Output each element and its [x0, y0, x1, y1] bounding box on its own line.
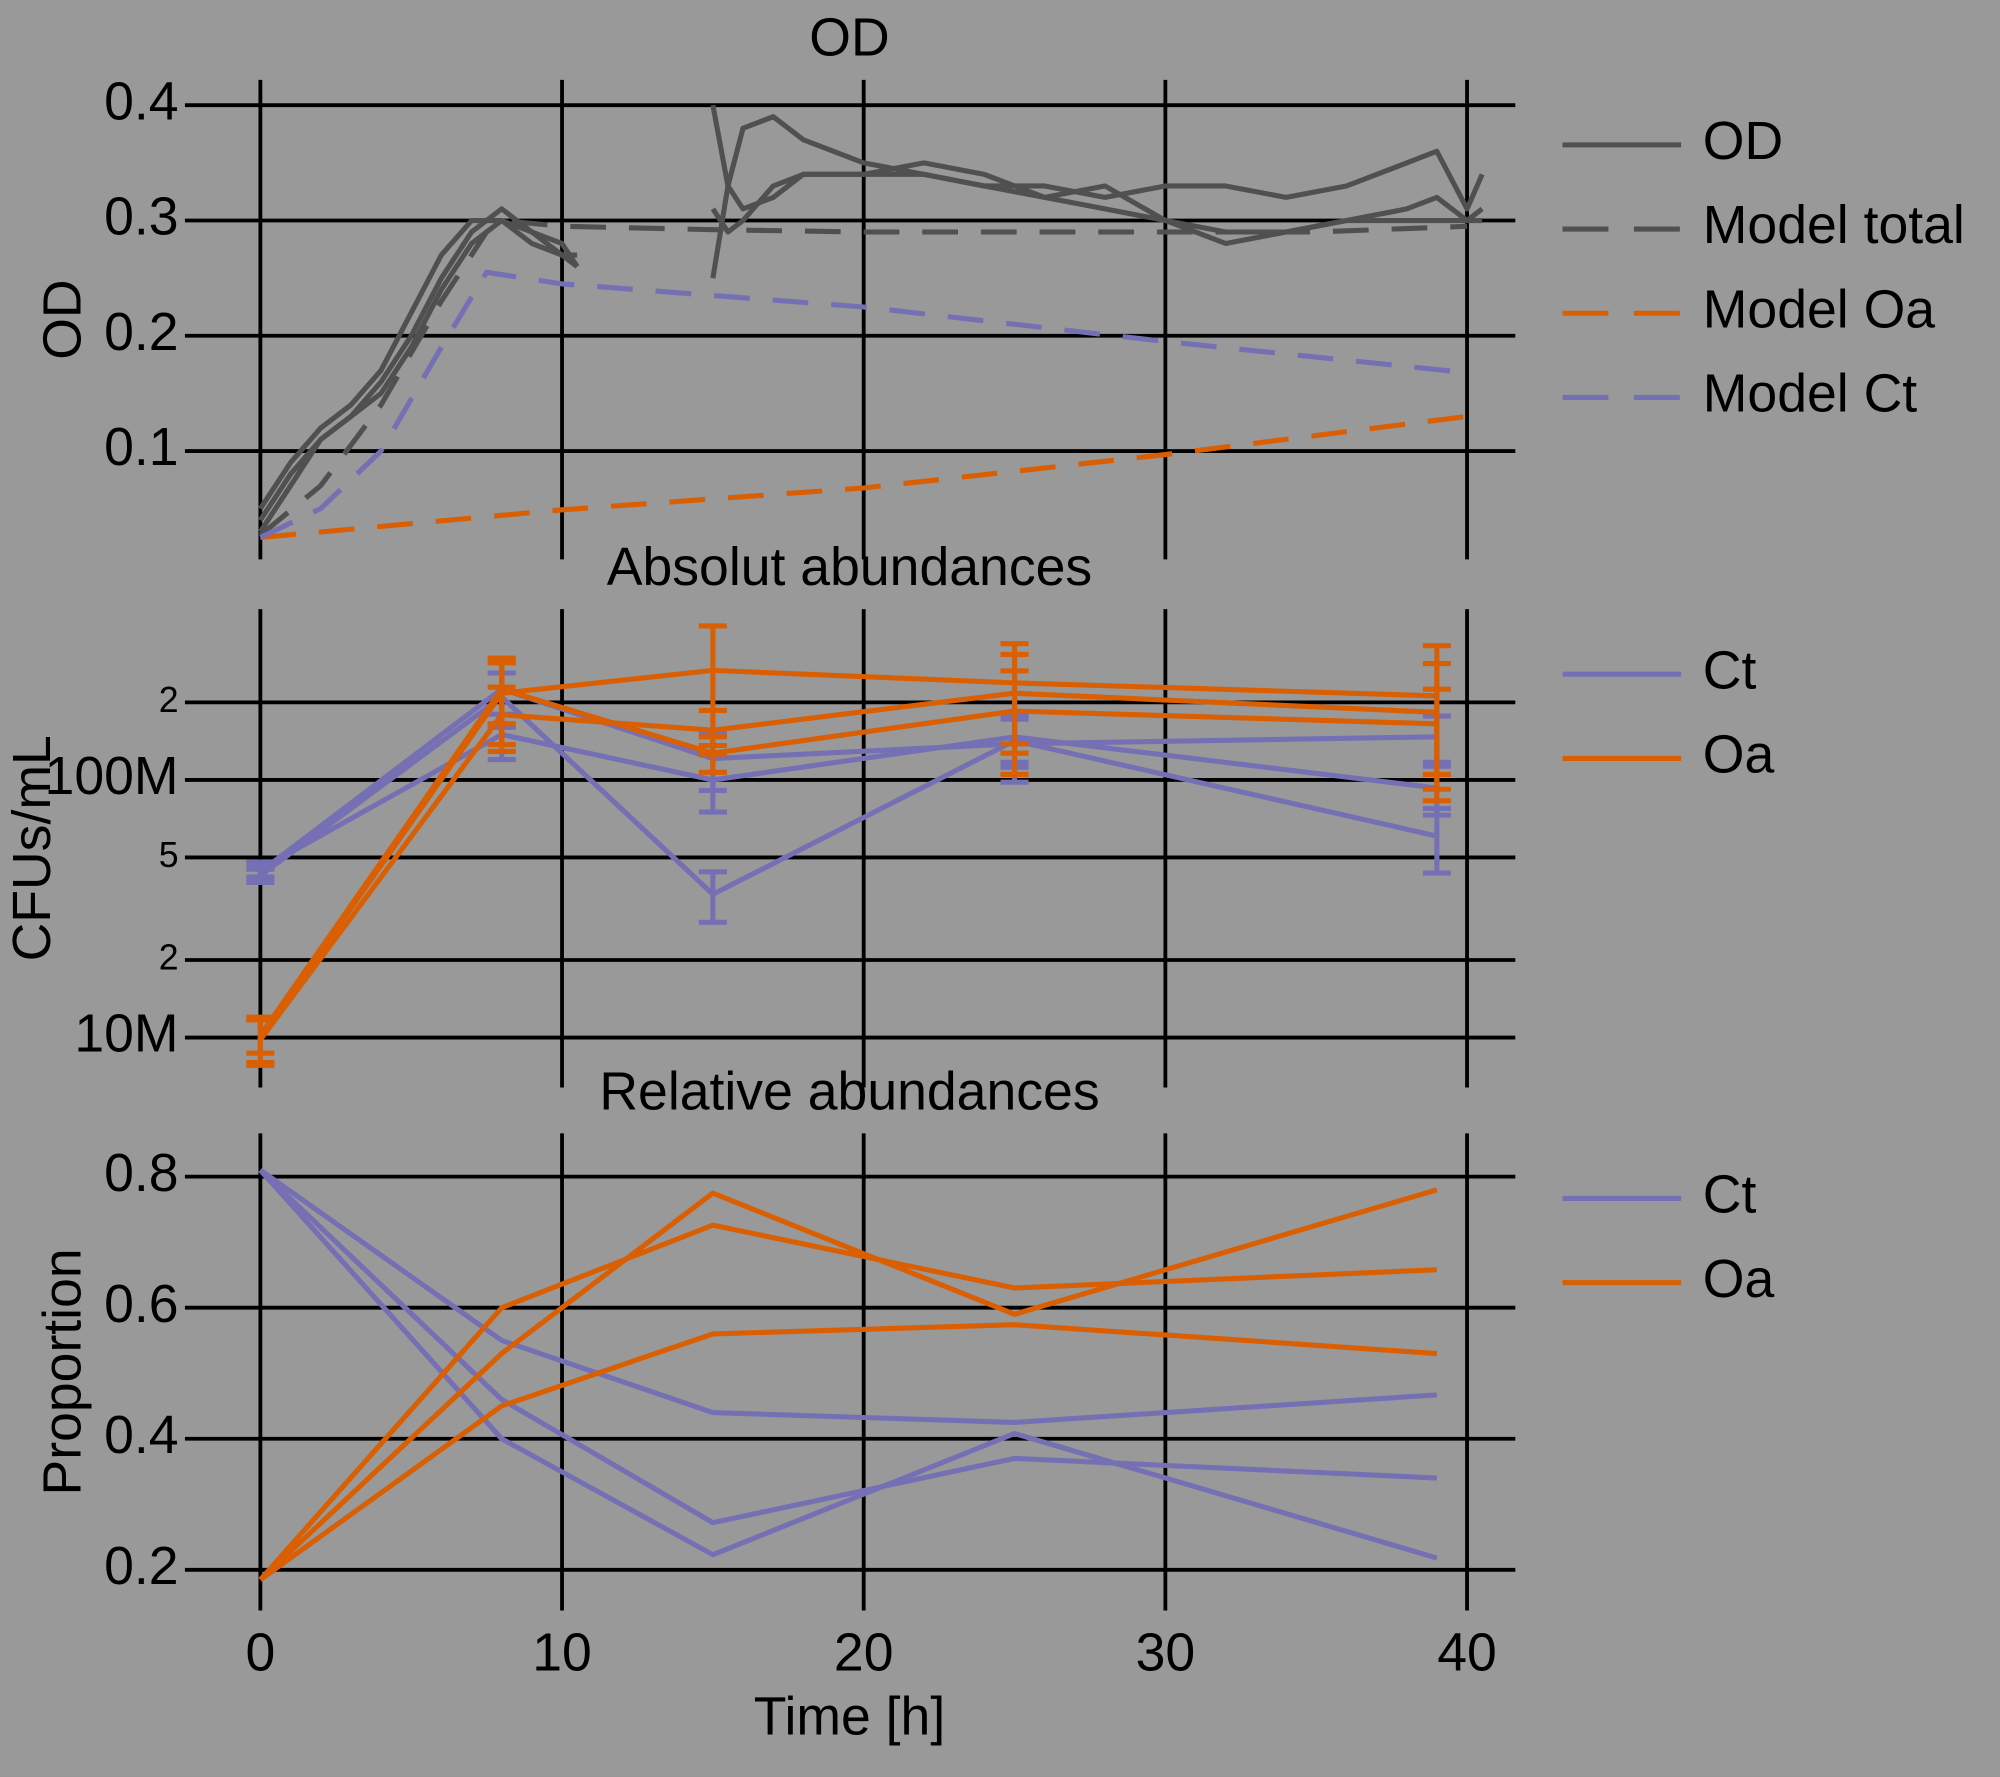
legend-label: OD [1703, 112, 1783, 171]
x-tick-label: 30 [1136, 1624, 1196, 1683]
y-tick-label: 0.8 [104, 1144, 178, 1203]
x-tick-label: 20 [834, 1624, 894, 1683]
error-bar [246, 1017, 275, 1056]
data-line [258, 1187, 1438, 1582]
data-line [258, 1168, 1437, 1526]
data-line [258, 217, 1468, 538]
x-axis-label: Time [h] [754, 1687, 945, 1746]
legend-label: Model total [1703, 196, 1965, 255]
error-bar [1422, 805, 1451, 876]
x-tick-label: 40 [1437, 1624, 1497, 1683]
y-tick-label: 0.4 [104, 72, 178, 131]
data-line [258, 1222, 1437, 1582]
data-line [258, 160, 1483, 534]
legend-label: Ct [1703, 1166, 1757, 1225]
y-tick-label: 2 [159, 680, 179, 720]
y-tick-label: 0.4 [104, 1406, 178, 1465]
error-bar [1000, 668, 1029, 778]
y-tick-label: 2 [159, 937, 179, 977]
error-bar [1422, 686, 1451, 778]
data-line [258, 1168, 1438, 1561]
y-axis-label: OD [33, 279, 92, 359]
y-tick-label: 0.2 [104, 1537, 178, 1596]
legend-label: Model Ct [1703, 365, 1917, 424]
data-line [260, 413, 1468, 541]
panel-title: OD [809, 9, 889, 68]
legend-label: Model Oa [1703, 280, 1935, 339]
y-tick-label: 0.3 [104, 188, 178, 247]
x-tick-label: 0 [245, 1624, 275, 1683]
legend-label: Oa [1703, 1250, 1775, 1309]
y-tick-label: 0.1 [104, 418, 178, 477]
data-line [258, 1168, 1438, 1425]
y-tick-label: 10M [74, 1005, 178, 1064]
data-line [258, 114, 1484, 511]
legend-label: Ct [1703, 641, 1757, 700]
y-axis-label: CFUs/mL [3, 735, 62, 961]
error-bar [698, 869, 727, 925]
error-bar [487, 660, 516, 727]
error-bar [698, 734, 727, 775]
y-tick-label: 0.2 [104, 303, 178, 362]
y-tick-label: 100M [45, 747, 179, 806]
y-tick-label: 0.6 [104, 1275, 178, 1334]
x-tick-label: 10 [532, 1624, 592, 1683]
error-bar [246, 866, 275, 885]
y-axis-label: Proportion [33, 1248, 92, 1495]
legend-label: Oa [1703, 726, 1775, 785]
data-line [258, 1322, 1438, 1582]
data-line [259, 269, 1468, 540]
panel-title: Relative abundances [599, 1062, 1099, 1121]
y-tick-label: 5 [159, 835, 179, 875]
panel-title: Absolut abundances [607, 538, 1092, 597]
